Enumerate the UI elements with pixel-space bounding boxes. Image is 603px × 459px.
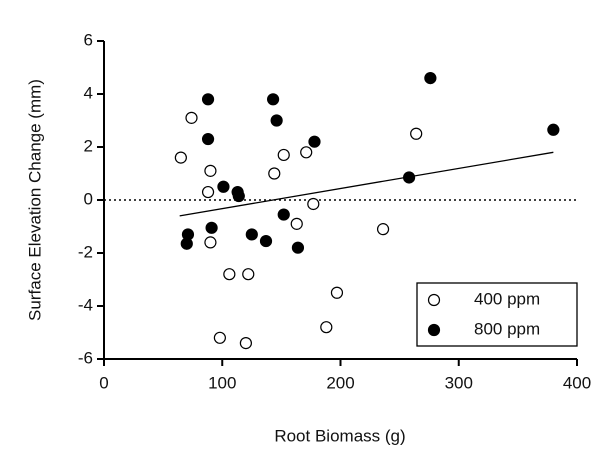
x-tick-label: 0	[99, 373, 108, 392]
point	[270, 114, 283, 127]
x-tick-label: 100	[208, 373, 236, 392]
legend-label: 800 ppm	[474, 319, 540, 338]
point	[223, 268, 236, 281]
point	[201, 132, 215, 146]
y-tick-label: -4	[78, 295, 93, 314]
point	[259, 234, 273, 248]
point	[547, 123, 560, 136]
point	[201, 185, 215, 199]
point	[330, 286, 344, 299]
y-tick-label: -6	[78, 348, 93, 367]
x-axis-label: Root Biomass (g)	[274, 426, 405, 445]
point	[185, 111, 198, 124]
point	[174, 151, 187, 164]
point	[320, 321, 333, 334]
point	[204, 236, 217, 249]
point	[376, 223, 390, 236]
x-tick-label: 400	[563, 373, 591, 392]
point	[266, 93, 280, 106]
legend-label: 400 ppm	[474, 289, 540, 308]
point	[291, 241, 305, 254]
point	[201, 93, 215, 106]
point	[245, 228, 258, 241]
y-tick-label: -2	[78, 242, 93, 261]
point	[308, 135, 321, 148]
x-tick-label: 300	[445, 373, 473, 392]
point	[204, 164, 217, 177]
point	[424, 71, 437, 85]
legend-box	[416, 282, 578, 347]
point	[402, 171, 416, 184]
point	[277, 148, 290, 162]
point	[268, 167, 281, 180]
y-tick-label: 2	[84, 136, 93, 155]
point	[239, 337, 252, 350]
y-tick-label: 6	[84, 30, 93, 49]
point	[410, 127, 423, 140]
point	[300, 146, 313, 159]
y-axis-label: Surface Elevation Change (mm)	[25, 79, 44, 321]
legend-marker	[427, 293, 441, 307]
x-tick-label: 200	[326, 373, 354, 392]
point	[217, 180, 230, 193]
point	[205, 221, 218, 234]
y-tick-label: 0	[84, 189, 93, 208]
fit-line	[179, 151, 554, 217]
point	[307, 197, 320, 211]
point	[277, 208, 290, 221]
point	[242, 268, 255, 281]
y-tick-label: 4	[84, 83, 93, 102]
legend-marker	[427, 323, 441, 337]
point	[232, 189, 245, 203]
point	[290, 217, 303, 230]
point	[180, 237, 193, 250]
point	[213, 331, 226, 344]
